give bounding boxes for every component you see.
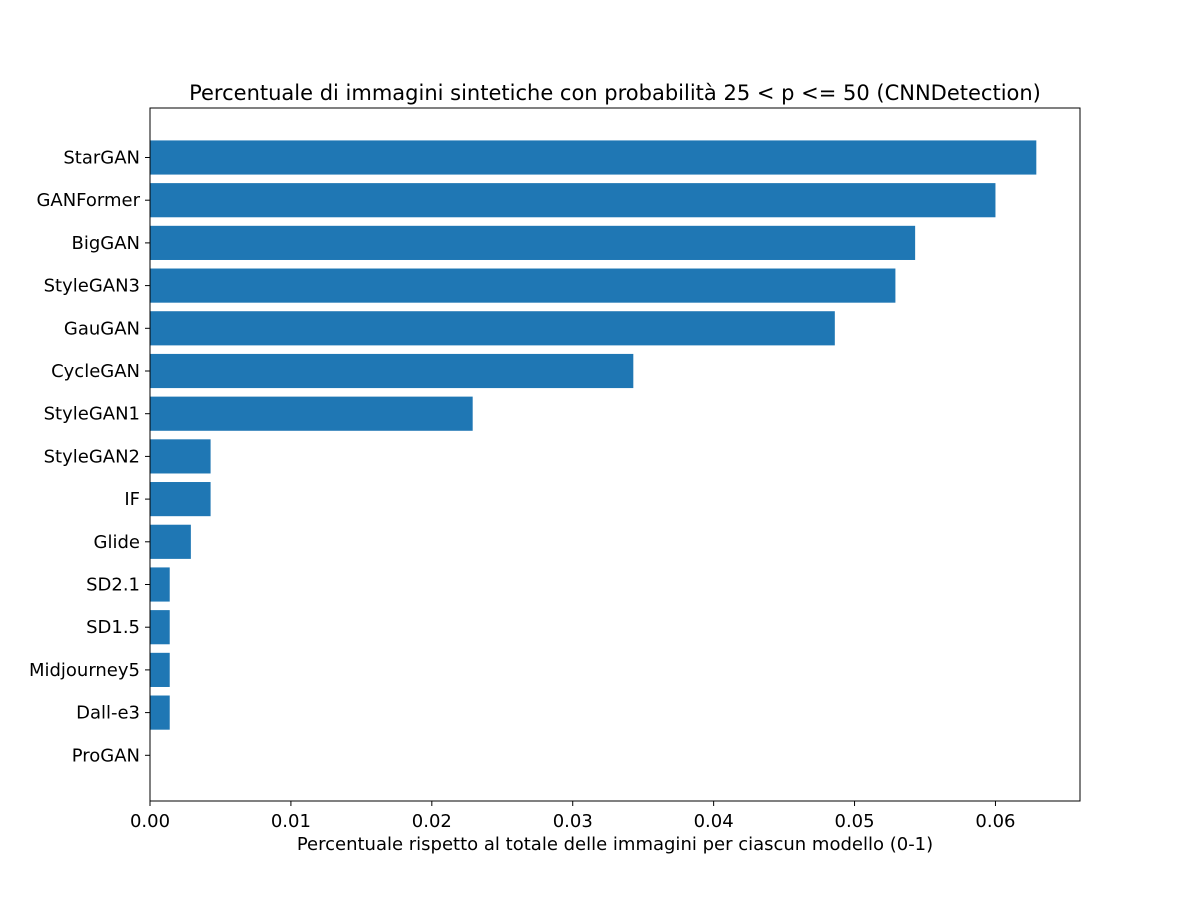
y-tick-label: SD2.1 <box>86 575 140 596</box>
bar-stylegan2 <box>150 439 211 474</box>
y-tick-label: Glide <box>94 532 140 553</box>
y-tick-label: StyleGAN2 <box>44 446 140 467</box>
x-tick-label: 0.01 <box>271 811 311 832</box>
y-tick-label: Midjourney5 <box>29 660 140 681</box>
plot-frame <box>149 107 1081 802</box>
bar-sd2-1 <box>150 567 170 602</box>
bar-sd1-5 <box>150 610 170 645</box>
chart-title: Percentuale di immagini sintetiche con p… <box>189 81 1041 105</box>
bars-group <box>150 140 1037 730</box>
bar-stargan <box>150 140 1037 175</box>
y-tick-label: BigGAN <box>71 233 140 254</box>
y-tick-label: StarGAN <box>63 148 140 169</box>
x-tick-label: 0.04 <box>694 811 734 832</box>
x-tick-label: 0.05 <box>835 811 875 832</box>
y-tick-label: Dall-e3 <box>76 703 140 724</box>
bar-stylegan3 <box>150 268 896 303</box>
x-tick-label: 0.02 <box>412 811 452 832</box>
bar-gaugan <box>150 311 835 346</box>
y-axis-ticks: StarGAN GANFormer BigGAN StyleGAN3 GauGAN Cyc… <box>29 148 150 766</box>
y-tick-label: IF <box>124 489 140 510</box>
x-tick-label: 0.06 <box>975 811 1015 832</box>
bar-if <box>150 482 211 517</box>
y-tick-label: SD1.5 <box>86 617 140 638</box>
y-tick-label: GauGAN <box>64 318 140 339</box>
x-tick-label: 0.00 <box>130 811 170 832</box>
x-axis-ticks: 0.00 0.01 0.02 0.03 0.04 0.05 0.06 <box>130 801 1015 832</box>
bar-ganformer <box>150 183 996 218</box>
x-axis-label: Percentuale rispetto al totale delle imm… <box>297 834 933 855</box>
y-tick-label: CycleGAN <box>51 361 140 382</box>
bar-stylegan1 <box>150 396 473 431</box>
bar-biggan <box>150 225 916 260</box>
y-tick-label: GANFormer <box>36 190 140 211</box>
y-tick-label: ProGAN <box>72 745 140 766</box>
bar-midjourney5 <box>150 652 170 687</box>
x-tick-label: 0.03 <box>553 811 593 832</box>
bar-cyclegan <box>150 353 634 389</box>
bar-dall-e3 <box>150 695 170 730</box>
bar-glide <box>150 524 191 559</box>
y-tick-label: StyleGAN1 <box>44 404 140 425</box>
y-tick-label: StyleGAN3 <box>44 276 140 297</box>
